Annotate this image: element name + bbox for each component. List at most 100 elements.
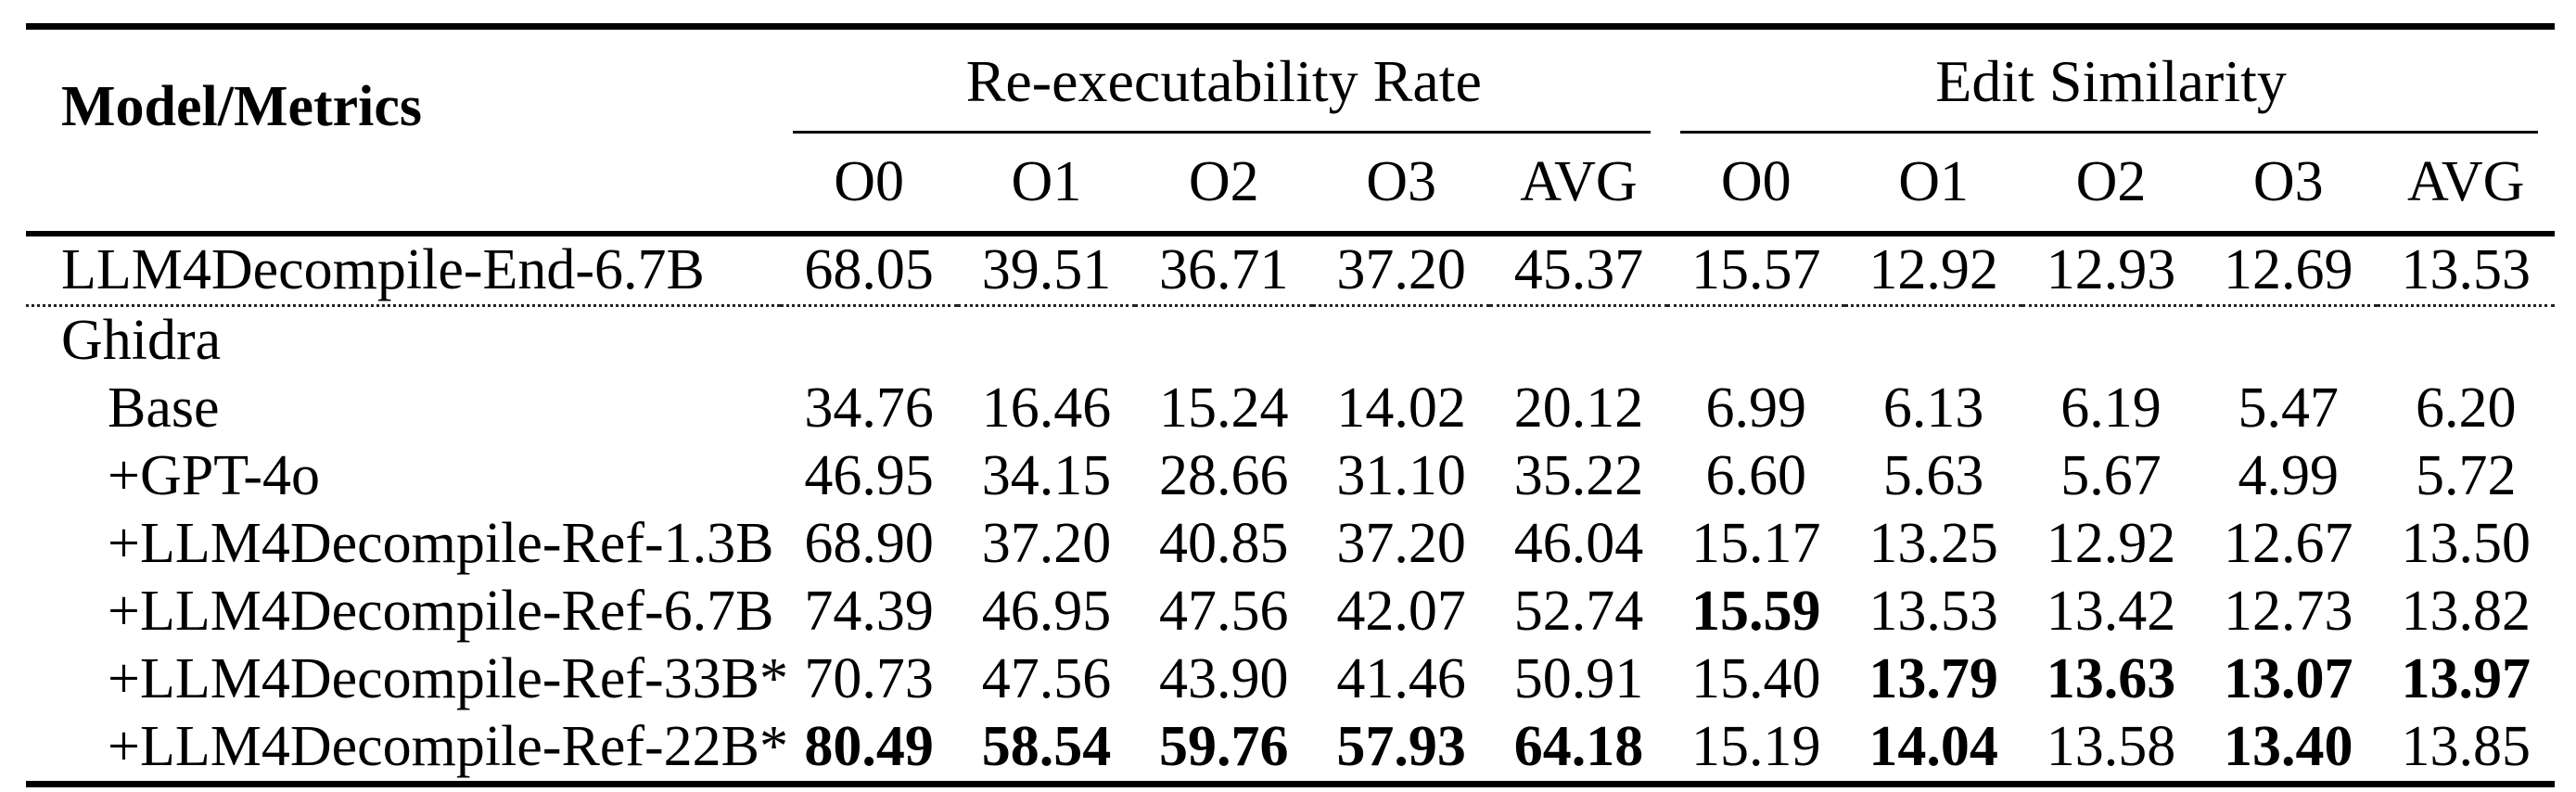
row-label: +LLM4Decompile-Ref-6.7B: [108, 580, 774, 643]
header-group-row: Model/Metrics Re-executability Rate Edit…: [26, 26, 2555, 236]
cmidrule-reexecutability: [793, 131, 1651, 134]
value-cell: 13.63: [2046, 647, 2176, 710]
value-cell: 13.53: [2377, 234, 2555, 307]
value-cell: 15.40: [1691, 647, 1821, 710]
row-label: +GPT-4o: [108, 444, 321, 507]
value-cell: [1667, 306, 1844, 376]
value-cell: 52.74: [1513, 580, 1644, 643]
value-cell: 34.15: [981, 444, 1112, 507]
table-row: +LLM4Decompile-Ref-22B* 80.49 58.54 59.76 57…: [26, 713, 2555, 785]
value-cell: 6.99: [1705, 377, 1807, 440]
value-cell: 13.07: [2224, 647, 2353, 710]
value-cell: 13.97: [2401, 647, 2531, 710]
col-header-editsim-o3: O3: [2200, 134, 2378, 236]
value-cell: 13.50: [2401, 512, 2531, 575]
row-label: +LLM4Decompile-Ref-33B*: [108, 647, 789, 710]
value-cell: 6.20: [2415, 377, 2517, 440]
value-cell: 47.56: [981, 647, 1112, 710]
value-cell: 64.18: [1513, 715, 1644, 778]
value-cell: 16.46: [981, 377, 1112, 440]
value-cell: 28.66: [1159, 444, 1289, 507]
corner-header-model-metrics: Model/Metrics: [26, 26, 781, 236]
value-cell: 4.99: [2238, 444, 2340, 507]
col-header-editsim-o0: O0: [1667, 134, 1845, 236]
value-cell: 6.13: [1882, 377, 1984, 440]
value-cell: 43.90: [1159, 647, 1289, 710]
row-label: +LLM4Decompile-Ref-1.3B: [108, 512, 774, 575]
value-cell: 34.76: [804, 377, 934, 440]
value-cell: [2022, 306, 2200, 376]
value-cell: 5.67: [2060, 444, 2162, 507]
value-cell: 74.39: [804, 580, 934, 643]
value-cell: 15.24: [1159, 377, 1289, 440]
value-cell: 15.57: [1667, 234, 1845, 307]
value-cell: 13.79: [1868, 647, 1998, 710]
value-cell: 13.85: [2401, 715, 2531, 778]
value-cell: 47.56: [1159, 580, 1289, 643]
table-row: +LLM4Decompile-Ref-1.3B 68.90 37.20 40.85 37…: [26, 510, 2555, 578]
value-cell: 5.72: [2415, 444, 2517, 507]
table-row: LLM4Decompile-End-6.7B 68.05 39.51 36.71 37.…: [26, 234, 2555, 307]
group-header-reexecutability-label: Re-executability Rate: [965, 48, 1482, 114]
table-body: LLM4Decompile-End-6.7B 68.05 39.51 36.71 37.…: [26, 234, 2555, 785]
value-cell: 36.71: [1135, 234, 1313, 307]
value-cell: 12.92: [2046, 512, 2176, 575]
value-cell: 15.59: [1691, 580, 1821, 643]
value-cell: 70.73: [804, 647, 934, 710]
value-cell: 13.42: [2046, 580, 2176, 643]
col-header-reexec-o1: O1: [957, 134, 1136, 236]
value-cell: 20.12: [1513, 377, 1644, 440]
value-cell: 68.90: [804, 512, 934, 575]
cmidrule-edit-similarity: [1680, 131, 2538, 134]
value-cell: 14.02: [1336, 377, 1466, 440]
value-cell: [2200, 306, 2377, 376]
row-label: +LLM4Decompile-Ref-22B*: [108, 715, 789, 778]
value-cell: [1135, 306, 1312, 376]
value-cell: 12.92: [1844, 234, 2022, 307]
value-cell: 39.51: [957, 234, 1136, 307]
value-cell: 5.63: [1882, 444, 1984, 507]
value-cell: 15.19: [1691, 715, 1821, 778]
value-cell: 5.47: [2238, 377, 2340, 440]
value-cell: 46.04: [1513, 512, 1644, 575]
value-cell: 13.40: [2224, 715, 2353, 778]
value-cell: 68.05: [780, 234, 958, 307]
value-cell: [2377, 306, 2555, 376]
value-cell: [1312, 306, 1489, 376]
col-header-editsim-o2: O2: [2021, 134, 2200, 236]
table-row: Ghidra: [26, 306, 2555, 376]
value-cell: 12.67: [2224, 512, 2353, 575]
col-header-reexec-o2: O2: [1135, 134, 1313, 236]
value-cell: [958, 306, 1135, 376]
value-cell: 41.46: [1336, 647, 1466, 710]
row-label: Base: [108, 377, 220, 440]
value-cell: 35.22: [1513, 444, 1644, 507]
value-cell: 45.37: [1489, 234, 1668, 307]
value-cell: [1844, 306, 2021, 376]
results-table: Model/Metrics Re-executability Rate Edit…: [26, 23, 2555, 787]
value-cell: 46.95: [804, 444, 934, 507]
value-cell: 13.53: [1868, 580, 1998, 643]
value-cell: 37.20: [1312, 234, 1490, 307]
value-cell: 13.58: [2046, 715, 2176, 778]
table-row: Base 34.76 16.46 15.24 14.02 20.12 6.99 6.13 6.1…: [26, 375, 2555, 442]
value-cell: 37.20: [981, 512, 1112, 575]
value-cell: 31.10: [1336, 444, 1466, 507]
value-cell: 42.07: [1336, 580, 1466, 643]
table-row: +LLM4Decompile-Ref-6.7B 74.39 46.95 47.56 42…: [26, 578, 2555, 645]
value-cell: 59.76: [1159, 715, 1289, 778]
value-cell: [1490, 306, 1667, 376]
row-label: LLM4Decompile-End-6.7B: [26, 234, 781, 307]
value-cell: 37.20: [1336, 512, 1466, 575]
value-cell: 6.19: [2060, 377, 2162, 440]
value-cell: 13.25: [1868, 512, 1998, 575]
value-cell: 57.93: [1336, 715, 1466, 778]
value-cell: 40.85: [1159, 512, 1289, 575]
value-cell: 6.60: [1705, 444, 1807, 507]
group-header-edit-similarity: Edit Similarity: [1667, 27, 2555, 134]
value-cell: 14.04: [1868, 715, 1998, 778]
value-cell: 13.82: [2401, 580, 2531, 643]
value-cell: 80.49: [804, 715, 934, 778]
col-header-reexec-o3: O3: [1312, 134, 1490, 236]
